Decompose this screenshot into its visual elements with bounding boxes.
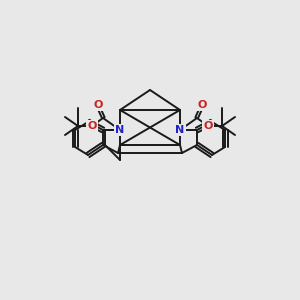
Text: N: N: [116, 125, 124, 135]
Text: O: O: [87, 121, 97, 131]
Text: O: O: [197, 100, 207, 110]
Text: O: O: [93, 100, 103, 110]
Text: O: O: [203, 121, 213, 131]
Text: N: N: [176, 125, 184, 135]
